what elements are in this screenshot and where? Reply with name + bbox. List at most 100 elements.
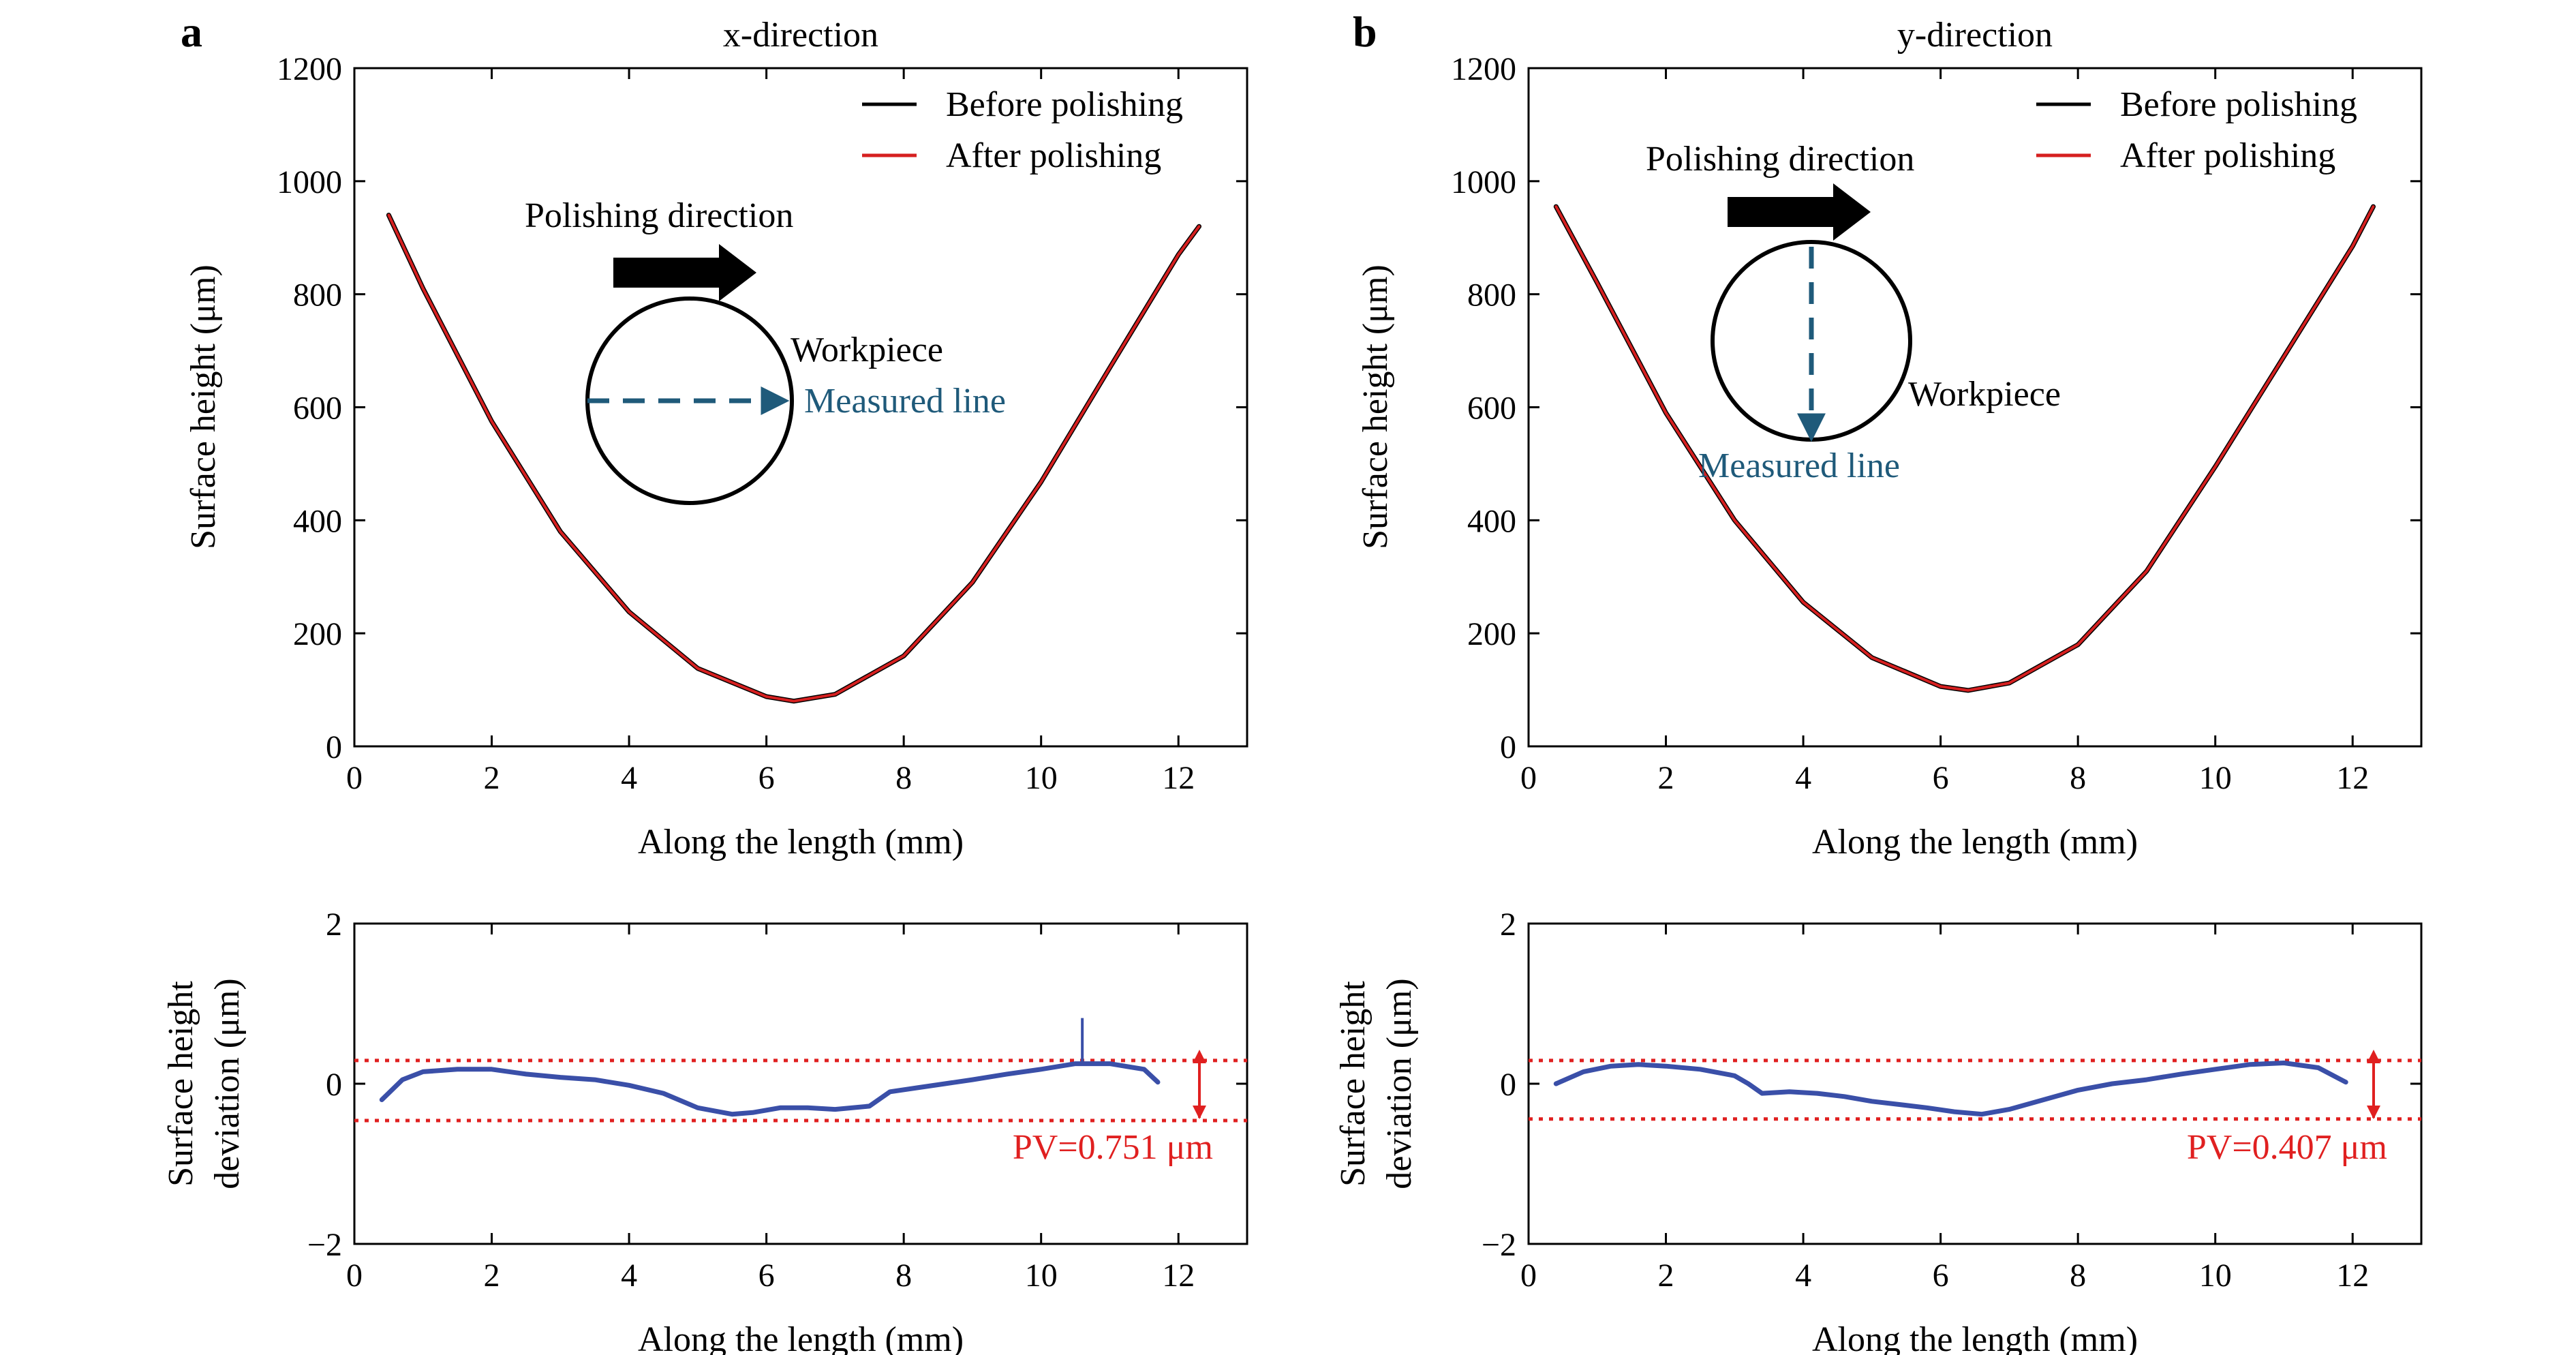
y-axis-label: Surface height (μm) (1356, 264, 1395, 549)
y-axis-label-line-2: deviation (μm) (208, 978, 247, 1189)
x-tick-label: 0 (1520, 760, 1537, 796)
x-tick-label: 8 (2070, 1258, 2086, 1294)
series-deviation (379, 1061, 1161, 1117)
y-axis-label-line-1: Surface height (1334, 981, 1373, 1187)
x-tick-label: 4 (1795, 760, 1811, 796)
polishing-direction-label: Polishing direction (1646, 140, 1914, 179)
workpiece-label: Workpiece (791, 331, 943, 369)
y-tick-label: 0 (326, 729, 342, 765)
y-tick-label: 0 (1500, 729, 1516, 765)
y-axis-label: Surface height (μm) (184, 264, 223, 549)
y-tick-label: 0 (326, 1067, 342, 1103)
y-tick-label: 800 (1467, 277, 1516, 314)
y-axis-label: Surface height deviation (μm) (162, 978, 247, 1189)
polishing-direction-arrow (613, 244, 756, 301)
x-tick-label: 0 (346, 760, 363, 796)
y-axis-label-line-2: deviation (μm) (1380, 978, 1419, 1189)
y-tick-label: 200 (293, 616, 342, 652)
x-axis-label: Along the length (mm) (638, 823, 964, 862)
x-tick-label: 2 (1658, 760, 1674, 796)
y-tick-label: −2 (1482, 1227, 1516, 1263)
tick-layer: 0 2 4 6 8 10 12 0 200 400 600 800 1000 1200 (1451, 51, 2421, 796)
pv-label: PV=0.407 μm (2187, 1128, 2387, 1167)
panel-label-b: b (1353, 7, 1377, 56)
chart-a-bottom: Along the length (mm) Surface height dev… (162, 907, 1248, 1355)
plot-frame (1527, 922, 2423, 1245)
x-tick-label: 6 (758, 760, 775, 796)
tick-layer: 0 2 4 6 8 10 12−202 (1482, 907, 2421, 1294)
pv-label: PV=0.751 μm (1013, 1128, 1213, 1167)
polishing-direction-arrow (1728, 183, 1871, 241)
series-layer (1553, 204, 2376, 693)
y-axis-label-line-1: Surface height (162, 981, 200, 1187)
x-axis-label: Along the length (mm) (1812, 1320, 2138, 1355)
x-tick-label: 4 (621, 1258, 637, 1294)
plot-frame (353, 922, 1248, 1245)
y-tick-label: 800 (293, 277, 342, 314)
y-tick-label: 2 (1500, 907, 1516, 943)
series-layer (1553, 1061, 2348, 1117)
y-tick-label: 600 (1467, 391, 1516, 427)
legend-label-after: After polishing (946, 136, 1161, 175)
x-tick-label: 6 (1933, 1258, 1949, 1294)
y-tick-label: 600 (293, 391, 342, 427)
panel-label-a: a (181, 7, 202, 56)
tick-layer: 0 2 4 6 8 10 12−202 (307, 907, 1247, 1294)
y-tick-label: 400 (1467, 503, 1516, 539)
series-after-polishing (387, 213, 1201, 703)
x-tick-label: 0 (346, 1258, 363, 1294)
workpiece-circle (585, 296, 794, 505)
y-tick-label: −2 (307, 1227, 342, 1263)
x-tick-label: 10 (1025, 1258, 1058, 1294)
x-tick-label: 12 (2336, 760, 2369, 796)
x-tick-label: 12 (1162, 760, 1195, 796)
legend-label-before: Before polishing (946, 85, 1183, 124)
series-layer (386, 213, 1201, 704)
y-tick-label: 2 (326, 907, 342, 943)
x-tick-label: 2 (484, 1258, 500, 1294)
y-tick-label: 1000 (277, 164, 342, 200)
y-tick-label: 1200 (1451, 51, 1516, 87)
y-tick-label: 1200 (277, 51, 342, 87)
x-tick-label: 10 (2199, 1258, 2232, 1294)
y-tick-label: 1000 (1451, 164, 1516, 200)
chart-a-top: x-direction Along the length (mm) Surfac… (184, 16, 1248, 862)
x-tick-label: 4 (1795, 1258, 1811, 1294)
x-tick-label: 8 (2070, 760, 2086, 796)
workpiece-label: Workpiece (1908, 375, 2061, 414)
legend-label-after: After polishing (2120, 136, 2335, 175)
x-tick-label: 12 (1162, 1258, 1195, 1294)
measured-line-label: Measured line (1698, 446, 1900, 485)
y-tick-label: 200 (1467, 616, 1516, 652)
x-tick-label: 6 (1933, 760, 1949, 796)
x-tick-label: 12 (2336, 1258, 2369, 1294)
series-layer (379, 1018, 1161, 1117)
x-tick-label: 10 (2199, 760, 2232, 796)
x-axis-label: Along the length (mm) (1812, 823, 2138, 862)
y-tick-label: 400 (293, 503, 342, 539)
chart-b-bottom: Along the length (mm) Surface height dev… (1334, 907, 2423, 1355)
legend-label-before: Before polishing (2120, 85, 2357, 124)
y-axis-label: Surface height deviation (μm) (1334, 978, 1419, 1189)
chart-title: x-direction (723, 16, 878, 55)
series-deviation (1553, 1061, 2348, 1117)
x-tick-label: 2 (484, 760, 500, 796)
chart-b-top: y-direction Along the length (mm) Surfac… (1356, 16, 2423, 862)
x-axis-label: Along the length (mm) (638, 1320, 964, 1355)
series-before-polishing (1553, 204, 2376, 693)
y-tick-label: 0 (1500, 1067, 1516, 1103)
x-tick-label: 6 (758, 1258, 775, 1294)
series-after-polishing (1554, 205, 2375, 692)
chart-title: y-direction (1897, 16, 2053, 55)
series-before-polishing (386, 213, 1201, 704)
polishing-direction-label: Polishing direction (525, 196, 793, 235)
x-tick-label: 10 (1025, 760, 1058, 796)
reference-lines (1529, 1059, 2421, 1121)
measured-line-label: Measured line (804, 382, 1006, 421)
x-tick-label: 4 (621, 760, 637, 796)
tick-layer: 0 2 4 6 8 10 12 0 200 400 600 800 1000 1200 (277, 51, 1247, 796)
x-tick-label: 0 (1520, 1258, 1537, 1294)
x-tick-label: 8 (895, 760, 912, 796)
x-tick-label: 2 (1658, 1258, 1674, 1294)
